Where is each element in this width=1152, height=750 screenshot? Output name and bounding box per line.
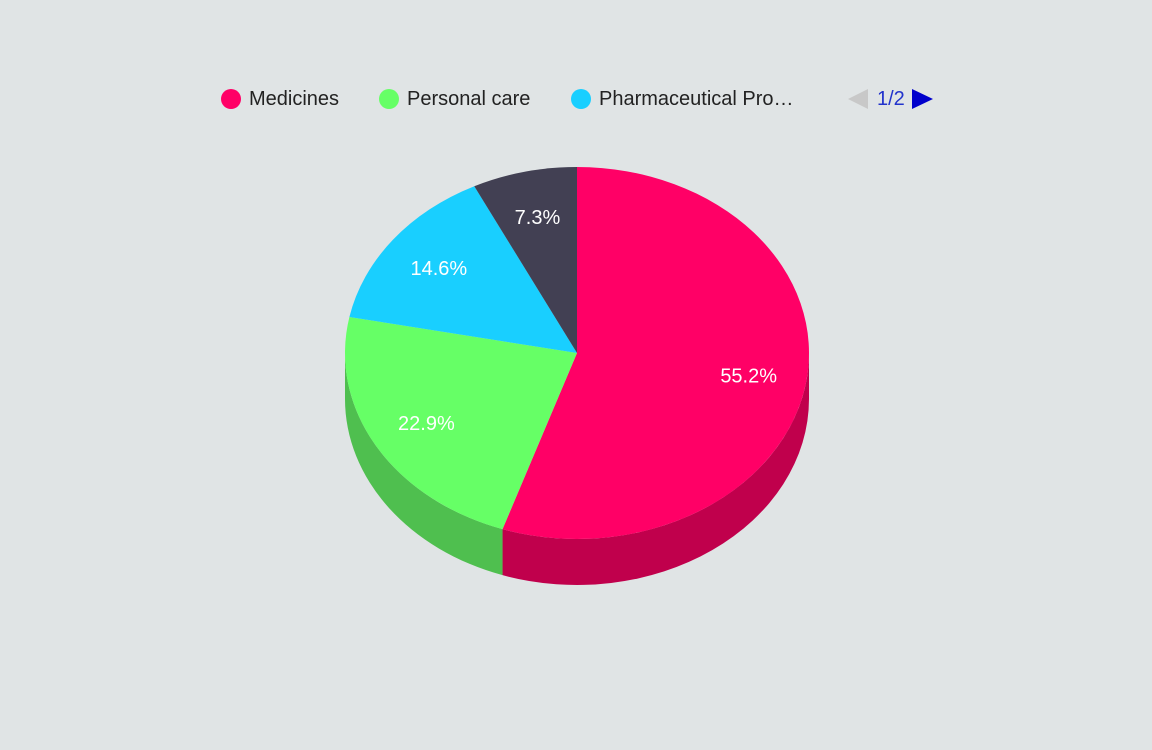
- pie-sides: [345, 353, 809, 585]
- pie-slice-pharmaceutical-products[interactable]: [349, 186, 577, 353]
- legend-label-medicines: Medicines: [249, 88, 339, 110]
- pie-slice-other-3[interactable]: [474, 167, 577, 353]
- legend-page-indicator: 1/2: [877, 88, 905, 110]
- legend-item-personal-care[interactable]: Personal care: [379, 88, 530, 110]
- pie-label-pharmaceutical-products: 14.6%: [410, 258, 467, 280]
- pie-label-other-3: 7.3%: [515, 207, 561, 229]
- pie-slice-medicines[interactable]: [502, 167, 809, 539]
- legend-label-pharmaceutical-products: Pharmaceutical Pro…: [599, 88, 794, 110]
- legend: Medicines Personal care Pharmaceutical P…: [221, 88, 933, 110]
- triangle-left-icon[interactable]: [848, 89, 868, 109]
- legend-label-personal-care: Personal care: [407, 88, 530, 110]
- legend-marker-personal-care: [379, 89, 399, 109]
- pie-label-medicines: 55.2%: [720, 366, 777, 388]
- triangle-right-icon[interactable]: [912, 89, 933, 109]
- pie-slice-side-personal-care: [345, 353, 503, 576]
- legend-item-medicines[interactable]: Medicines: [221, 88, 339, 110]
- pie-slices: [345, 167, 809, 539]
- legend-marker-medicines: [221, 89, 241, 109]
- pie-label-personal-care: 22.9%: [398, 413, 455, 435]
- pie-labels: 55.2% 22.9% 14.6% 7.3%: [398, 207, 777, 435]
- pie-slice-personal-care[interactable]: [345, 317, 577, 530]
- legend-item-pharmaceutical-products[interactable]: Pharmaceutical Pro…: [571, 88, 794, 110]
- pie-slice-side-medicines: [502, 353, 809, 585]
- legend-marker-pharmaceutical-products: [571, 89, 591, 109]
